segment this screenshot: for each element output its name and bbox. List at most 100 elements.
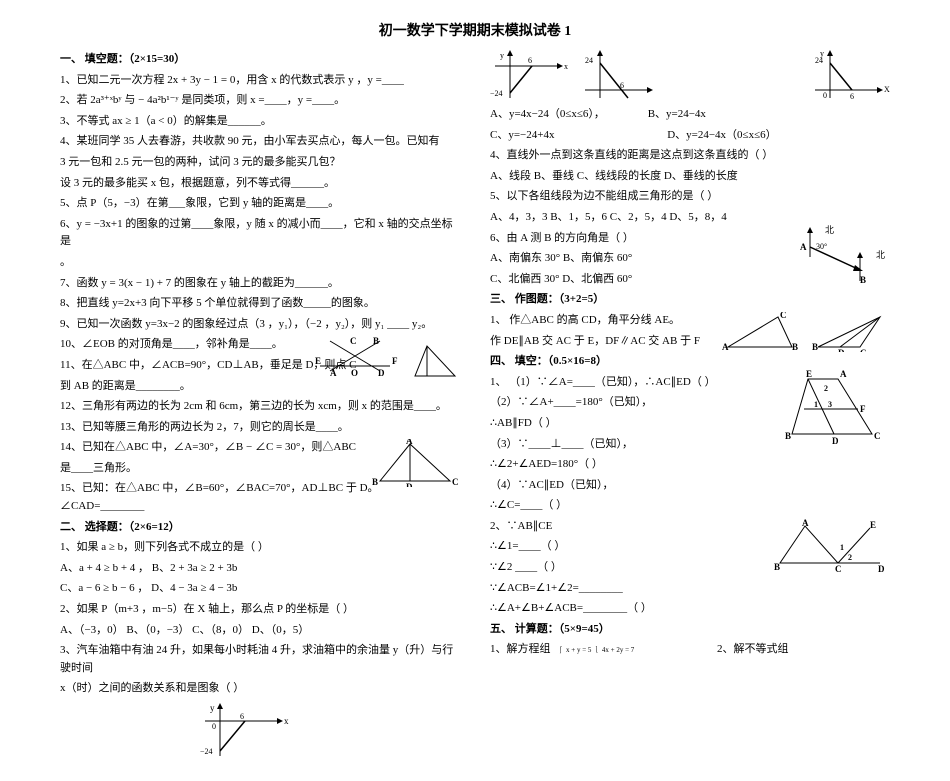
svg-text:1: 1 [814,400,818,409]
opt-d: D、y=24−4x（0≤x≤6） [667,129,776,141]
svg-text:B: B [792,342,798,352]
e1e: ∴∠2+∠AED=180°（ ） [490,456,890,474]
svg-text:C: C [780,312,787,320]
left-column: 一、 填空题：（2×15=30） 1、已知二元一次方程 2x + 3y − 1 … [60,48,460,761]
r-q4: 4、直线外一点到这条直线的距离是这点到这条直线的（ ） [490,147,890,165]
opt-a: A、y=4x−24（0≤x≤6）， [490,108,605,120]
svg-text:x: x [564,62,568,71]
choice3b: x（时）之间的函数关系和是图象（ ） [60,680,460,698]
q4a: 4、某班同学 35 人去春游，共收款 90 元，由小军去买点心，每人一包。已知有 [60,133,460,151]
q9: 9、已知一次函数 y=3x−2 的图象经过点（3 ，y₁），（−2 ，y₂），则… [60,316,460,334]
triangle-ext-figure: A E B C D 1 2 [770,518,890,573]
svg-text:D: D [406,482,413,487]
doc-title: 初一数学下学期期末模拟试卷 1 [60,20,890,40]
svg-text:B: B [860,275,866,285]
svg-text:3: 3 [828,400,832,409]
svg-text:E: E [870,520,876,530]
svg-text:6: 6 [240,712,244,721]
e1f: （4）∵AC∥ED（已知）， [490,477,890,495]
svg-text:D: D [378,368,385,376]
svg-text:A: A [802,518,809,528]
svg-text:C: C [874,431,881,441]
svg-text:C: C [350,336,357,346]
svg-text:2: 2 [824,384,828,393]
q7: 7、函数 y = 3(x − 1) + 7 的图象在 y 轴上的截距为_____… [60,275,460,293]
svg-text:E: E [315,356,321,366]
q1: 1、已知二元一次方程 2x + 3y − 1 = 0，用含 x 的代数式表示 y… [60,72,460,90]
eq-system: ⎰ x + y = 5 ⎱ 4x + 2y = 7 [557,646,634,654]
right-column: x y −24 6 24 6 24 X y 6 0 A、y=4x−24（0≤x≤… [490,48,890,761]
svg-text:E: E [806,369,812,379]
svg-text:B: B [372,477,378,487]
opt-b: B、y=24−4x [648,108,706,120]
svg-text:6: 6 [620,81,624,90]
choice1a: A、a + 4 ≥ b + 4 ， B、2 + 3a ≥ 2 + 3b [60,560,460,578]
svg-text:6: 6 [850,92,854,101]
svg-text:F: F [860,404,866,414]
angle-eob-figure: C B E F A O D [310,336,400,376]
q6a: 6、y = −3x+1 的图象的过第____象限，y 随 x 的减小而____，… [60,216,460,251]
svg-text:D: D [878,564,885,573]
choice2: 2、如果 P（m+3 ，m−5）在 X 轴上，那么点 P 的坐标是（ ） [60,601,460,619]
section1-header: 一、 填空题：（2×15=30） [60,51,460,69]
compass-figure: 北 北 A 30° B [780,225,890,285]
chart-bottom-left: x y 0 6 −24 [200,701,290,761]
f1: 1、解方程组 [490,643,551,655]
svg-text:y: y [820,49,824,58]
triangle-q15-figure: A B D C [370,439,460,487]
f2: 2、解不等式组 [717,643,789,655]
e1g: ∴∠C=____（ ） [490,497,890,515]
q13: 13、已知等腰三角形的两边长为 2，7，则它的周长是____。 [60,419,460,437]
svg-text:24: 24 [585,56,593,65]
svg-text:B: B [774,562,780,572]
svg-text:0: 0 [212,722,216,731]
q12: 12、三角形有两边的长为 2cm 和 6cm，第三边的长为 xcm，则 x 的范… [60,398,460,416]
svg-text:6: 6 [528,56,532,65]
svg-text:−24: −24 [490,89,503,98]
svg-text:北: 北 [825,225,834,235]
svg-text:y: y [500,51,504,60]
chart-b: 24 6 [580,48,660,103]
chart-a: x y −24 6 [490,48,570,103]
svg-text:0: 0 [823,91,827,100]
svg-text:B: B [373,336,379,346]
r-q4opts: A、线段 B、垂线 C、线线段的长度 D、垂线的长度 [490,168,890,186]
svg-text:2: 2 [848,553,852,562]
parallel-figure: E A F B D C 1 2 3 [780,369,890,444]
svg-text:30°: 30° [816,242,827,251]
section3-header: 三、 作图题：（3+2=5） [490,291,890,309]
q4b: 3 元一包和 2.5 元一包的两种，试问 3 元的最多能买几包？ [60,154,460,172]
section5-header: 五、 计算题：（5×9=45） [490,621,890,639]
opt-c: C、y=−24+4x [490,129,554,141]
svg-text:A: A [722,342,729,352]
svg-text:D: D [832,436,839,444]
q6b: 。 [60,254,460,272]
q8: 8、把直线 y=2x+3 向下平移 5 个单位就得到了函数_____的图象。 [60,295,460,313]
choice1b: C、a − 6 ≥ b − 6 ， D、4 − 3a ≥ 4 − 3b [60,580,460,598]
svg-text:A: A [800,242,807,252]
triangle-1-figure: A B C [720,312,800,352]
q10: 10、∠EOB 的对顶角是____，邻补角是____。 [60,336,460,354]
svg-text:B: B [785,431,791,441]
choice2a: A、（−3，0） B、（0，−3） C、（8，0） D、（0，5） [60,622,460,640]
choice1: 1、如果 a ≥ b，则下列各式不成立的是（ ） [60,539,460,557]
r-q5: 5、以下各组线段为边不能组成三角形的是（ ） [490,188,890,206]
q4c: 设 3 元的最多能买 x 包，根据题意，列不等式得______。 [60,175,460,193]
svg-text:D: D [838,348,845,352]
q3: 3、不等式 ax ≥ 1（a < 0）的解集是______。 [60,113,460,131]
svg-text:F: F [392,356,398,366]
e2e: ∴∠A+∠B+∠ACB=________（ ） [490,600,890,618]
chart-d: 24 X y 6 0 [810,48,890,103]
svg-text:C: C [860,348,867,352]
svg-text:B: B [812,342,818,352]
triangle-2-figure: B D C [810,312,890,352]
svg-text:O: O [351,368,358,376]
svg-text:A: A [330,368,337,376]
svg-text:北: 北 [876,250,885,260]
svg-text:x: x [284,716,289,726]
svg-text:A: A [406,439,413,446]
svg-text:X: X [884,85,890,94]
right-triangle-figure [410,341,460,381]
q2: 2、若 2a³⁺ˣbʸ 与 − 4a²b¹⁻ʸ 是同类项，则 x =____，y… [60,92,460,110]
q11b: 到 AB 的距离是________。 [60,378,460,396]
